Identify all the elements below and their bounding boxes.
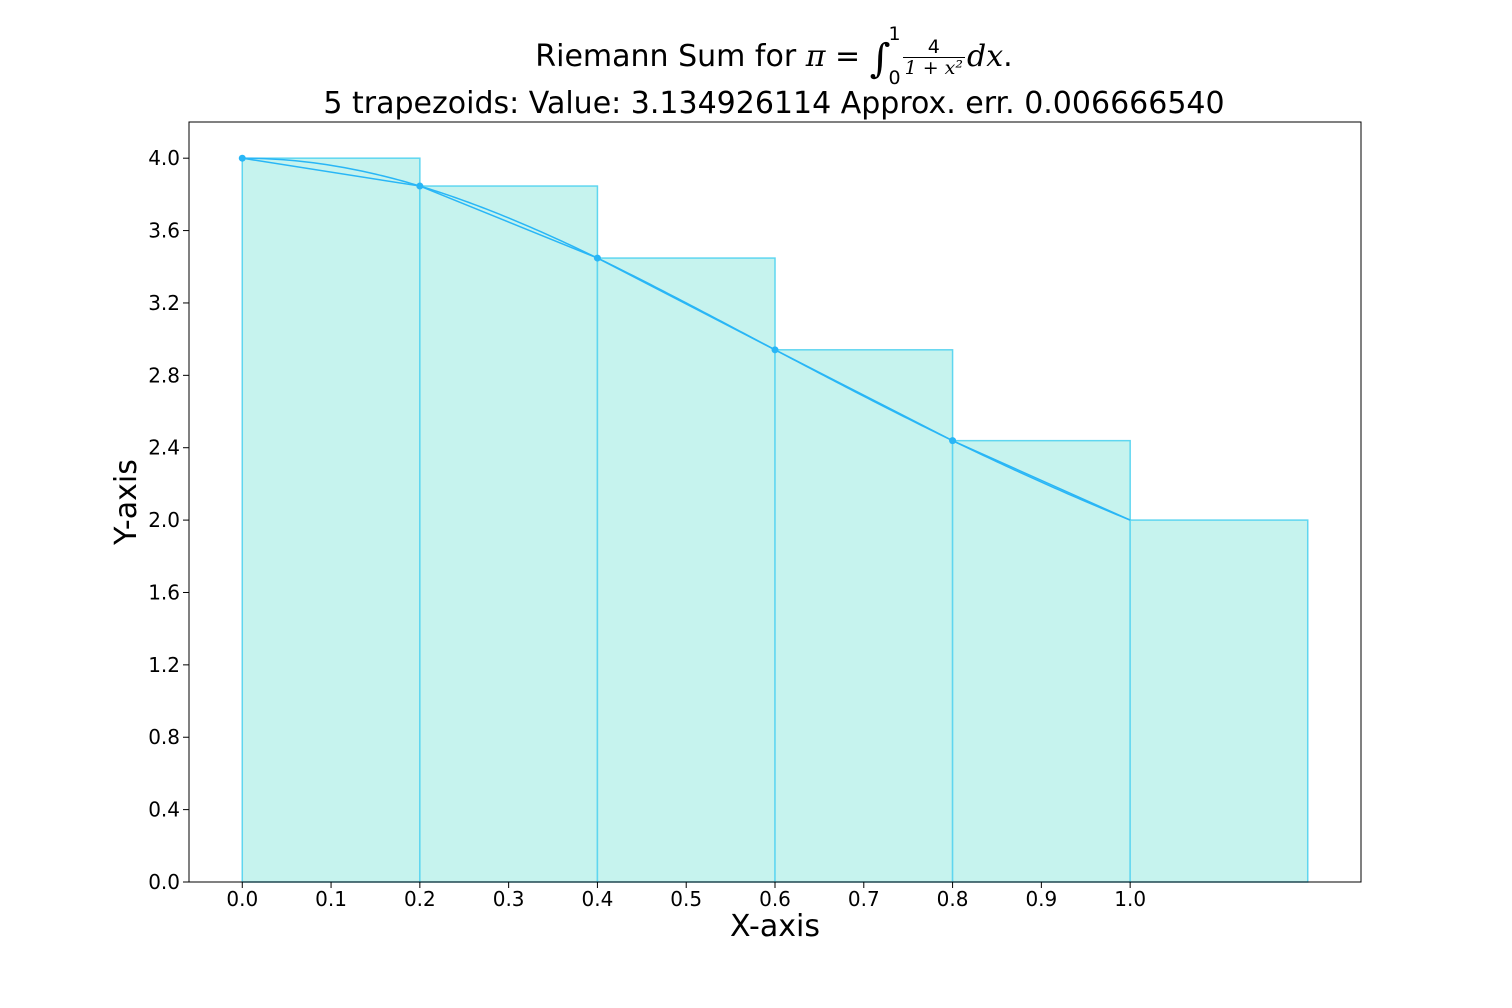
title-pi-symbol: π: [805, 39, 826, 74]
data-point-marker: [949, 437, 957, 445]
x-tick-label: 0.8: [937, 887, 969, 911]
x-tick-label: 0.9: [1025, 887, 1057, 911]
x-tick-label: 0.5: [670, 887, 702, 911]
riemann-bar: [1129, 519, 1309, 883]
y-axis-ticks: 0.0 0.4 0.8 1.2 1.6 2.0 2.4 2.8 3.2 3.6 4.0: [148, 146, 189, 894]
x-tick-label: 0.1: [315, 887, 347, 911]
title-integral-symbol: ∫: [869, 36, 891, 82]
x-tick-label: 0.0: [226, 887, 258, 911]
y-tick-label: 0.0: [148, 870, 180, 894]
riemann-bar: [241, 157, 421, 883]
data-point-marker: [238, 154, 246, 162]
bars-layer: [241, 157, 1309, 883]
title-prefix: Riemann Sum for: [535, 39, 806, 74]
y-axis-label: Y-axis: [109, 459, 144, 546]
riemann-bar: [419, 185, 599, 883]
x-tick-label: 1.0: [1114, 887, 1146, 911]
title-lower-limit: 0: [888, 66, 901, 89]
x-axis-ticks: 0.0 0.1 0.2 0.3 0.4 0.5 0.6 0.7 0.8 0.9 1.0: [226, 882, 1146, 911]
x-tick-label: 0.6: [759, 887, 791, 911]
title-denominator: 1 + x²: [904, 57, 964, 79]
riemann-bar: [774, 349, 954, 883]
title-equals: =: [825, 39, 870, 74]
title-numerator: 4: [902, 37, 966, 58]
chart-title: Riemann Sum for π = ∫ 1 0 4 1 + x² dx.: [0, 24, 1512, 88]
y-tick-label: 1.6: [148, 580, 180, 604]
y-tick-label: 2.4: [148, 436, 180, 460]
y-tick-label: 0.4: [148, 798, 180, 822]
trapezoid-line: [242, 157, 1131, 521]
title-differential: dx: [967, 39, 1004, 74]
y-tick-label: 2.0: [148, 508, 180, 532]
curve-layer: [242, 157, 1131, 521]
riemann-bar: [596, 257, 776, 883]
x-tick-label: 0.2: [404, 887, 436, 911]
x-tick-label: 0.4: [582, 887, 614, 911]
y-tick-label: 4.0: [148, 146, 180, 170]
x-tick-label: 0.7: [848, 887, 880, 911]
y-tick-label: 2.8: [148, 363, 180, 387]
marker-layer: [238, 154, 957, 445]
y-tick-label: 3.2: [148, 291, 180, 315]
data-point-marker: [771, 346, 779, 354]
y-tick-label: 0.8: [148, 725, 180, 749]
x-axis-label: X-axis: [730, 909, 820, 944]
y-tick-label: 1.2: [148, 653, 180, 677]
chart-subtitle: 5 trapezoids: Value: 3.134926114 Approx.…: [323, 86, 1225, 121]
title-upper-limit: 1: [888, 22, 901, 45]
x-tick-label: 0.3: [493, 887, 525, 911]
data-point-marker: [416, 182, 424, 190]
function-curve: [242, 157, 1131, 521]
y-tick-label: 3.6: [148, 219, 180, 243]
data-point-marker: [593, 254, 601, 262]
riemann-bar: [951, 439, 1131, 883]
title-suffix: .: [1003, 39, 1013, 74]
